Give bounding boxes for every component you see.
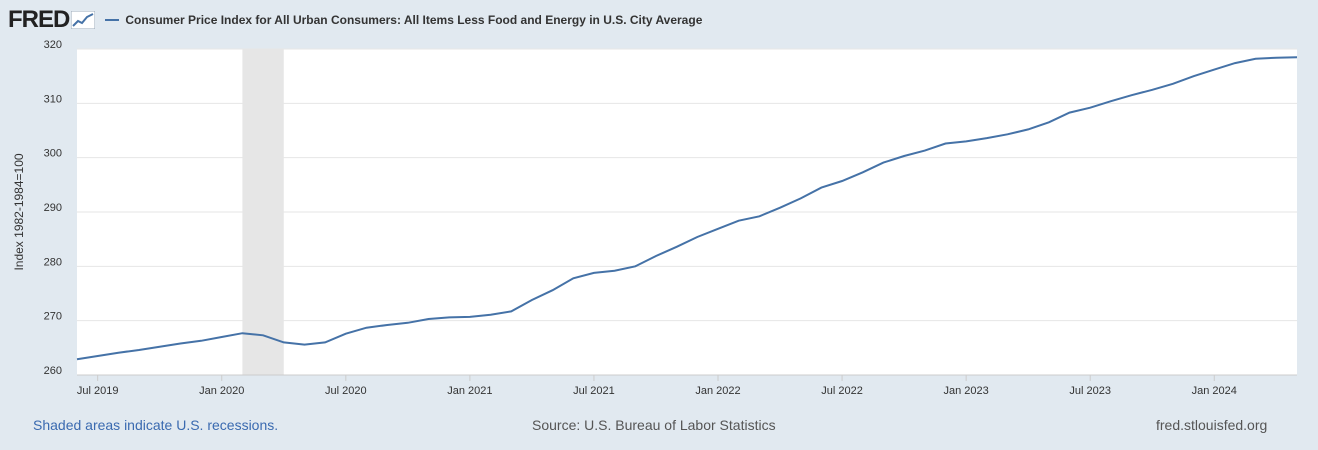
x-tick-label: Jul 2020: [325, 385, 367, 397]
data-point[interactable]: [984, 136, 989, 141]
series-line[interactable]: [76, 56, 1298, 361]
data-point[interactable]: [219, 334, 224, 339]
data-point[interactable]: [964, 139, 969, 144]
data-point[interactable]: [571, 276, 576, 281]
x-tick-label: Jan 2020: [199, 385, 244, 397]
x-tick-label: Jul 2021: [573, 385, 615, 397]
data-point[interactable]: [1295, 55, 1300, 60]
x-tick-label: Jan 2021: [447, 385, 492, 397]
data-point[interactable]: [75, 357, 80, 362]
x-tick-label: Jan 2023: [944, 385, 989, 397]
x-tick-label: Jan 2024: [1192, 385, 1237, 397]
data-point[interactable]: [323, 340, 328, 345]
data-point[interactable]: [1212, 67, 1217, 72]
data-point[interactable]: [612, 268, 617, 273]
y-axis-label: Index 1982-1984=100: [12, 153, 26, 270]
data-point[interactable]: [488, 312, 493, 317]
data-point[interactable]: [240, 331, 245, 336]
x-axis-ticks: Jul 2019 Jan 2020 Jul 2020 Jan 2021 Jul 2021…: [77, 375, 1237, 397]
data-point[interactable]: [1274, 55, 1279, 60]
data-point[interactable]: [633, 264, 638, 269]
gridlines: [77, 48, 1297, 376]
legend: Consumer Price Index for All Urban Consu…: [105, 13, 702, 27]
data-point[interactable]: [178, 341, 183, 346]
data-point[interactable]: [509, 309, 514, 314]
chart-header: FRED Consumer Price Index for All Urban …: [8, 6, 702, 34]
data-point[interactable]: [261, 333, 266, 338]
data-point[interactable]: [302, 342, 307, 347]
data-point[interactable]: [819, 185, 824, 190]
data-point[interactable]: [467, 314, 472, 319]
y-tick-label-270: 270: [44, 311, 62, 323]
y-axis-ticks: 260 270 280 290 300 310 320: [44, 39, 62, 377]
data-point[interactable]: [716, 226, 721, 231]
x-tick-label: Jan 2022: [695, 385, 740, 397]
data-point[interactable]: [1067, 110, 1072, 115]
data-point[interactable]: [116, 350, 121, 355]
legend-series-label: Consumer Price Index for All Urban Consu…: [125, 13, 703, 27]
data-point[interactable]: [1108, 99, 1113, 104]
data-point[interactable]: [364, 325, 369, 330]
data-point[interactable]: [157, 344, 162, 349]
data-point[interactable]: [1191, 74, 1196, 79]
x-tick-label: Jul 2022: [821, 385, 863, 397]
data-point[interactable]: [1253, 56, 1258, 61]
data-point[interactable]: [95, 353, 100, 358]
data-point[interactable]: [199, 338, 204, 343]
data-point[interactable]: [736, 218, 741, 223]
data-point[interactable]: [426, 317, 431, 322]
data-point[interactable]: [550, 288, 555, 293]
site-link[interactable]: fred.stlouisfed.org: [1156, 417, 1268, 433]
data-point[interactable]: [674, 244, 679, 249]
data-point[interactable]: [137, 348, 142, 353]
source-text: Source: U.S. Bureau of Labor Statistics: [532, 417, 776, 433]
x-tick-label: Jul 2019: [77, 385, 119, 397]
data-point[interactable]: [860, 170, 865, 175]
data-point[interactable]: [447, 315, 452, 320]
data-point[interactable]: [653, 254, 658, 259]
data-point[interactable]: [385, 323, 390, 328]
x-tick-label: Jul 2023: [1069, 385, 1111, 397]
data-point[interactable]: [405, 320, 410, 325]
data-point[interactable]: [778, 205, 783, 210]
legend-swatch: [105, 19, 120, 21]
data-point[interactable]: [881, 160, 886, 165]
y-tick-label-290: 290: [44, 202, 62, 214]
y-tick-label-280: 280: [44, 256, 62, 268]
data-point[interactable]: [343, 331, 348, 336]
data-point[interactable]: [902, 154, 907, 159]
data-point[interactable]: [1170, 81, 1175, 86]
data-point[interactable]: [281, 340, 286, 345]
data-point[interactable]: [695, 234, 700, 239]
data-point[interactable]: [798, 196, 803, 201]
data-point[interactable]: [1046, 120, 1051, 125]
data-point[interactable]: [1005, 132, 1010, 137]
fred-logo[interactable]: FRED: [8, 6, 70, 33]
data-point[interactable]: [1088, 105, 1093, 110]
data-point[interactable]: [529, 298, 534, 303]
y-tick-label-300: 300: [44, 148, 62, 160]
data-point[interactable]: [591, 270, 596, 275]
data-point[interactable]: [943, 141, 948, 146]
data-point[interactable]: [1129, 93, 1134, 98]
data-point[interactable]: [922, 148, 927, 153]
data-point[interactable]: [757, 214, 762, 219]
y-tick-label-310: 310: [44, 93, 62, 105]
data-point[interactable]: [1232, 61, 1237, 66]
data-point[interactable]: [840, 179, 845, 184]
recession-note[interactable]: Shaded areas indicate U.S. recessions.: [33, 417, 279, 433]
fred-logo-graph-icon: [71, 11, 96, 29]
y-tick-label-260: 260: [44, 365, 62, 377]
data-point[interactable]: [1026, 127, 1031, 132]
data-point[interactable]: [1150, 87, 1155, 92]
y-tick-label-320: 320: [44, 39, 62, 51]
